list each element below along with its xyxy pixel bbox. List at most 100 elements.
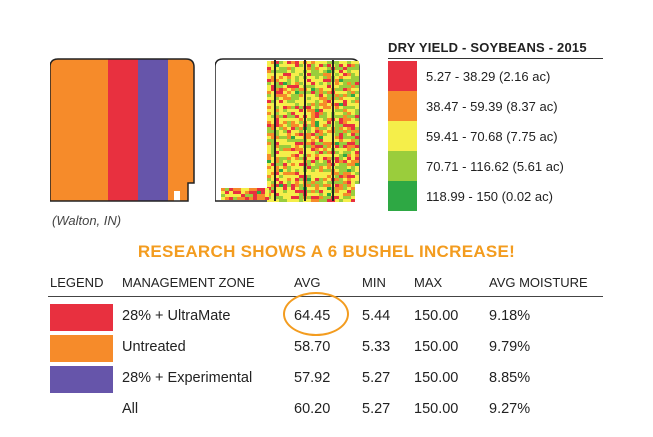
yield-cell [351, 94, 355, 97]
yield-cell [343, 154, 347, 157]
yield-cell [267, 94, 271, 97]
yield-cell [339, 130, 343, 133]
yield-cell [271, 121, 275, 124]
yield-cell [225, 191, 229, 194]
yield-cell [295, 193, 299, 196]
yield-cell [287, 181, 291, 184]
yield-cell [315, 85, 319, 88]
yield-cell [315, 106, 319, 109]
yield-cell [311, 163, 315, 166]
yield-cell [279, 103, 283, 106]
yield-cell [327, 64, 331, 67]
yield-cell [327, 115, 331, 118]
yield-cell [267, 106, 271, 109]
yield-cell [355, 160, 359, 163]
yield-cell [335, 193, 339, 196]
yield-cell [307, 70, 311, 73]
yield-cell [319, 136, 323, 139]
yield-cell [311, 175, 315, 178]
yield-cell [221, 194, 225, 197]
legend-label: 38.47 - 59.39 (8.37 ac) [426, 98, 558, 114]
yield-cell [299, 64, 303, 67]
yield-cell [319, 193, 323, 196]
yield-cell [339, 79, 343, 82]
yield-cell [339, 109, 343, 112]
yield-cell [271, 130, 275, 133]
yield-cell [291, 151, 295, 154]
yield-cell [279, 145, 283, 148]
yield-cell [319, 91, 323, 94]
yield-cell [295, 160, 299, 163]
yield-cell [327, 175, 331, 178]
yield-cell [267, 130, 271, 133]
yield-cell [283, 91, 287, 94]
yield-cell [315, 193, 319, 196]
yield-cell [311, 145, 315, 148]
yield-cell [319, 151, 323, 154]
yield-cell [327, 184, 331, 187]
legend-label: 118.99 - 150 (0.02 ac) [426, 188, 553, 204]
yield-cell [283, 163, 287, 166]
yield-cell [347, 187, 351, 190]
yield-cell [311, 79, 315, 82]
yield-cell [351, 190, 355, 193]
yield-cell [279, 139, 283, 142]
yield-cell [323, 178, 327, 181]
yield-cell [319, 121, 323, 124]
yield-cell [299, 106, 303, 109]
yield-cell [335, 67, 339, 70]
yield-cell [287, 118, 291, 121]
yield-cell [339, 127, 343, 130]
yield-cell [295, 145, 299, 148]
yield-cell [279, 112, 283, 115]
yield-cell [311, 82, 315, 85]
min-value: 5.33 [362, 339, 391, 355]
yield-cell [267, 79, 271, 82]
yield-cell [323, 175, 327, 178]
yield-cell [275, 94, 279, 97]
yield-cell [279, 115, 283, 118]
yield-cell [279, 184, 283, 187]
yield-cell [335, 154, 339, 157]
yield-cell [299, 82, 303, 85]
yield-cell [347, 127, 351, 130]
yield-cell [271, 82, 275, 85]
yield-cell [323, 73, 327, 76]
yield-cell [319, 181, 323, 184]
yield-cell [315, 67, 319, 70]
yield-cell [311, 67, 315, 70]
yield-cell [291, 160, 295, 163]
zone-experimental-strip [138, 59, 168, 201]
yield-cell [249, 194, 253, 197]
yield-cell [355, 157, 359, 160]
yield-cell [347, 73, 351, 76]
yield-cell [311, 184, 315, 187]
yield-cell [339, 163, 343, 166]
yield-cell [233, 197, 237, 200]
yield-cell [271, 91, 275, 94]
yield-cell [315, 142, 319, 145]
yield-cell [299, 151, 303, 154]
yield-cell [343, 127, 347, 130]
yield-cell [335, 160, 339, 163]
yield-cell [267, 133, 271, 136]
yield-cell [323, 109, 327, 112]
yield-cell [315, 184, 319, 187]
yield-cell [311, 133, 315, 136]
yield-cell [315, 139, 319, 142]
yield-cell [221, 188, 225, 191]
yield-cell [287, 88, 291, 91]
yield-cell [315, 157, 319, 160]
yield-cell [339, 157, 343, 160]
yield-cell [299, 130, 303, 133]
yield-cell [291, 190, 295, 193]
yield-cell [351, 178, 355, 181]
yield-cell [275, 124, 279, 127]
yield-cell [323, 139, 327, 142]
yield-cell [327, 76, 331, 79]
yield-cell [315, 154, 319, 157]
yield-cell [335, 106, 339, 109]
yield-cell [279, 70, 283, 73]
yield-cell [323, 187, 327, 190]
yield-cell [319, 106, 323, 109]
